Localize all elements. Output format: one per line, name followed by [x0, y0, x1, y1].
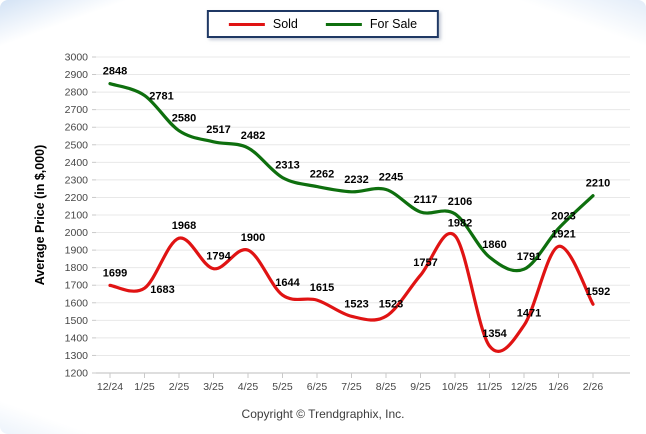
- y-tick-label: 1800: [65, 262, 89, 274]
- data-label: 2232: [344, 174, 368, 186]
- y-axis-title: Average Price (in $,000): [33, 145, 47, 286]
- data-label: 2848: [103, 66, 127, 78]
- legend-item-for-sale: For Sale: [325, 17, 418, 31]
- for-sale-line-swatch: [325, 22, 362, 26]
- data-label: 1968: [172, 220, 196, 232]
- data-label: 2313: [275, 160, 299, 172]
- legend-item-sold: Sold: [228, 17, 298, 31]
- data-label: 1699: [103, 267, 127, 279]
- y-tick-label: 1300: [65, 350, 89, 362]
- data-label: 1900: [241, 232, 265, 244]
- x-tick-label: 9/25: [410, 381, 431, 393]
- y-tick-label: 2700: [65, 104, 89, 116]
- x-tick-label: 11/25: [477, 381, 503, 393]
- tick-marks: [92, 56, 594, 378]
- legend-label-for-sale: For Sale: [369, 17, 418, 31]
- data-label: 1921: [551, 228, 575, 240]
- data-label: 1471: [517, 307, 541, 319]
- x-tick-label: 4/25: [238, 381, 259, 393]
- data-label: 2517: [206, 124, 230, 136]
- data-label: 2580: [172, 113, 196, 125]
- x-tick-label: 3/25: [203, 381, 224, 393]
- x-tick-label: 12/25: [511, 381, 537, 393]
- for-sale-line: [108, 82, 595, 273]
- y-tick-label: 2500: [65, 139, 89, 151]
- data-label: 1523: [344, 298, 368, 310]
- y-tick-label: 2600: [65, 122, 89, 134]
- y-tick-label: 2200: [65, 192, 89, 204]
- data-label: 2023: [551, 211, 575, 223]
- y-tick-label: 1400: [65, 332, 89, 344]
- gridlines: [96, 56, 630, 374]
- legend-label-sold: Sold: [272, 17, 298, 31]
- x-tick-label: 1/26: [548, 381, 569, 393]
- data-label: 1757: [413, 257, 437, 269]
- y-tick-label: 2300: [65, 174, 89, 186]
- sold-line: [108, 231, 595, 353]
- data-label: 1354: [482, 328, 507, 340]
- x-tick-label: 10/25: [442, 381, 468, 393]
- data-label: 1592: [586, 286, 610, 298]
- data-label: 1644: [275, 277, 300, 289]
- data-label: 1982: [448, 218, 472, 230]
- y-tick-label: 1700: [65, 280, 89, 292]
- x-tick-label: 2/26: [583, 381, 604, 393]
- copyright-text: Copyright © Trendgraphix, Inc.: [241, 407, 405, 421]
- x-tick-label: 5/25: [272, 381, 293, 393]
- y-axis-labels: 1200 1300 1400 1500 1600 1700 1800 1900 2000 2100…: [65, 52, 89, 380]
- sold-line-swatch: [228, 22, 265, 26]
- series-lines: [108, 82, 595, 353]
- data-label: 2245: [379, 172, 403, 184]
- x-tick-label: 7/25: [341, 381, 362, 393]
- data-label: 2262: [310, 169, 334, 181]
- legend: Sold For Sale: [206, 10, 440, 38]
- x-tick-label: 1/25: [134, 381, 155, 393]
- data-label: 1794: [206, 251, 231, 263]
- data-label: 2106: [448, 196, 472, 208]
- y-tick-label: 1200: [65, 368, 89, 380]
- y-tick-label: 1900: [65, 245, 89, 257]
- y-tick-label: 2800: [65, 87, 89, 99]
- data-label: 1615: [310, 282, 334, 294]
- x-tick-label: 6/25: [307, 381, 328, 393]
- y-tick-label: 2000: [65, 227, 89, 239]
- y-tick-label: 1600: [65, 297, 89, 309]
- data-label: 1860: [482, 239, 506, 251]
- data-label: 2781: [149, 90, 173, 102]
- data-label: 2210: [586, 178, 610, 190]
- x-axis-labels: 12/24 1/25 2/25 3/25 4/25 5/25 6/25 7/25 8/25 9/2…: [97, 381, 604, 393]
- data-label: 2117: [414, 194, 438, 206]
- y-tick-label: 2400: [65, 157, 89, 169]
- data-label: 1683: [150, 284, 174, 296]
- y-tick-label: 2900: [65, 69, 89, 81]
- data-label: 2482: [241, 130, 265, 142]
- y-tick-label: 1500: [65, 315, 89, 327]
- data-label: 1523: [379, 298, 403, 310]
- x-tick-label: 8/25: [376, 381, 397, 393]
- x-tick-label: 2/25: [169, 381, 190, 393]
- data-labels: 2848 2781 2580 2517 2482 2313 2262 2232 2245 2117…: [103, 66, 610, 340]
- y-tick-label: 3000: [65, 52, 89, 64]
- data-label: 1791: [517, 251, 541, 263]
- x-tick-label: 12/24: [97, 381, 123, 393]
- y-tick-label: 2100: [65, 210, 89, 222]
